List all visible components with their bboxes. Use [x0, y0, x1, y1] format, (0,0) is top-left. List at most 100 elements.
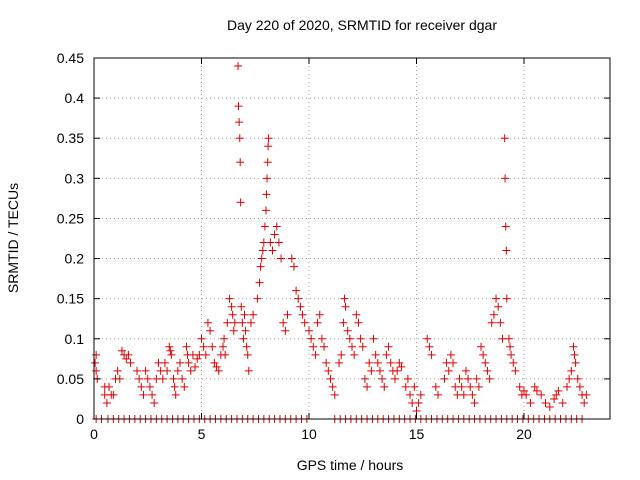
- data-point: [236, 158, 245, 167]
- data-point: [501, 174, 510, 183]
- data-point: [223, 318, 232, 327]
- data-point: [199, 342, 208, 351]
- data-point: [281, 326, 290, 335]
- data-point: [371, 350, 380, 359]
- data-point: [341, 302, 350, 311]
- data-point: [225, 294, 234, 303]
- data-point: [477, 342, 485, 351]
- data-point: [317, 334, 326, 343]
- data-point: [109, 390, 118, 399]
- data-point: [449, 358, 458, 367]
- data-point: [158, 374, 167, 383]
- x-tick-label: 10: [301, 426, 317, 442]
- data-point: [386, 358, 395, 367]
- x-tick-label: 0: [90, 426, 98, 442]
- data-point: [496, 318, 505, 327]
- data-point: [414, 398, 423, 407]
- data-point: [244, 366, 253, 375]
- data-point: [363, 382, 372, 391]
- x-tick-label: 5: [198, 426, 206, 442]
- data-point: [180, 382, 189, 391]
- data-point: [504, 334, 513, 343]
- data-point: [292, 286, 301, 295]
- data-point: [474, 382, 483, 391]
- data-point: [311, 350, 320, 359]
- data-point: [115, 374, 124, 383]
- data-point: [203, 318, 212, 327]
- data-point: [358, 342, 367, 351]
- data-point: [382, 350, 391, 359]
- data-point: [569, 342, 578, 351]
- data-point: [502, 246, 511, 255]
- data-point: [337, 350, 346, 359]
- data-point: [537, 390, 546, 399]
- data-point: [206, 326, 215, 335]
- data-point: [268, 246, 277, 255]
- data-point: [239, 334, 248, 343]
- data-point: [294, 294, 303, 303]
- data-point: [122, 354, 131, 363]
- data-point: [403, 374, 412, 383]
- data-point: [431, 382, 440, 391]
- data-point: [126, 358, 135, 367]
- data-point: [242, 342, 251, 351]
- data-point: [91, 358, 100, 367]
- data-point: [117, 346, 126, 355]
- data-point: [257, 254, 266, 263]
- data-point: [354, 318, 363, 327]
- data-point: [356, 334, 365, 343]
- data-point: [270, 230, 279, 239]
- data-point: [296, 302, 305, 311]
- data-point: [573, 374, 582, 383]
- data-point: [550, 394, 559, 403]
- data-point: [401, 382, 410, 391]
- data-point: [541, 398, 550, 407]
- data-point: [256, 262, 265, 271]
- data-point: [324, 366, 333, 375]
- data-point: [343, 326, 352, 335]
- chart-title: Day 220 of 2020, SRMTID for receiver dga…: [227, 17, 497, 33]
- plot-frame: [93, 57, 611, 420]
- data-point: [137, 382, 146, 391]
- data-point: [459, 390, 468, 399]
- data-point: [240, 310, 249, 319]
- data-point: [167, 350, 176, 359]
- data-point: [287, 254, 296, 263]
- data-point: [348, 342, 356, 351]
- grid-lines: [94, 58, 610, 419]
- data-point: [526, 398, 535, 407]
- data-point: [446, 350, 455, 359]
- data-point: [520, 386, 528, 395]
- y-tick-label: 0.1: [65, 331, 85, 347]
- x-tick-label: 15: [409, 426, 425, 442]
- y-tick-label: 0.05: [57, 371, 84, 387]
- data-point: [235, 118, 244, 127]
- data-point: [444, 366, 453, 375]
- data-point: [416, 390, 425, 399]
- data-point: [335, 358, 344, 367]
- data-point: [171, 390, 180, 399]
- data-point: [483, 366, 492, 375]
- data-point: [219, 342, 227, 351]
- y-tick-label: 0.4: [65, 90, 85, 106]
- data-point: [300, 318, 309, 327]
- data-point: [197, 334, 206, 343]
- data-point: [272, 222, 281, 231]
- data-point: [173, 366, 182, 375]
- data-point: [176, 358, 184, 367]
- data-point: [395, 358, 404, 367]
- data-point: [227, 302, 236, 311]
- data-point: [241, 326, 250, 335]
- data-point: [182, 342, 191, 351]
- data-point: [135, 374, 144, 383]
- data-point: [481, 358, 490, 367]
- data-point: [193, 354, 202, 363]
- y-tick-label: 0.25: [57, 210, 84, 226]
- data-point: [360, 374, 369, 383]
- data-point: [234, 62, 243, 71]
- data-point: [466, 382, 475, 391]
- data-point: [506, 342, 515, 351]
- data-point: [264, 142, 273, 151]
- data-point: [201, 350, 210, 359]
- data-point: [212, 362, 221, 371]
